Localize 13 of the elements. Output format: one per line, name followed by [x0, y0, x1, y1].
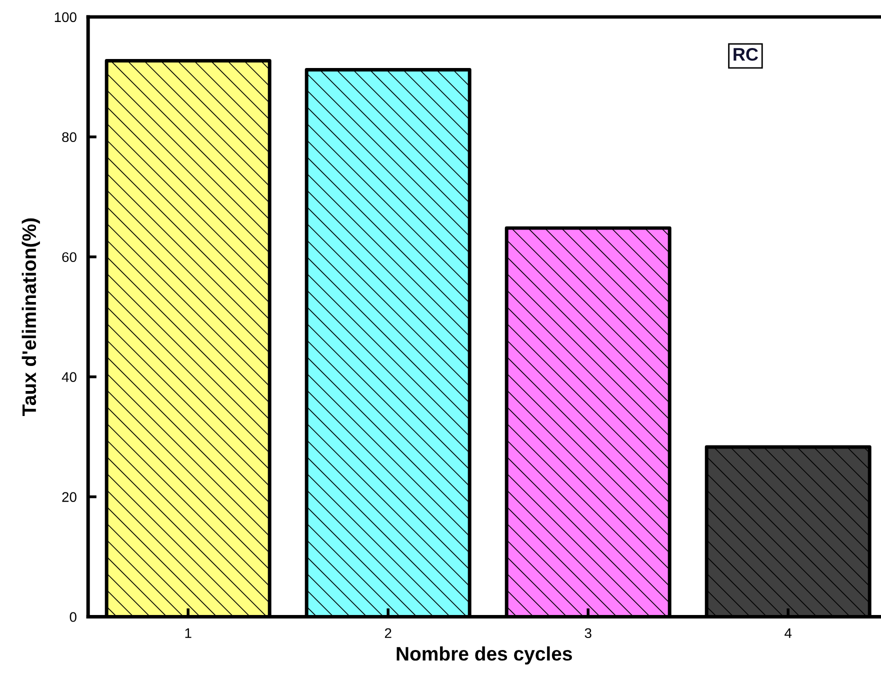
y-tick-label: 40 — [62, 372, 76, 382]
x-axis-title: Nombre des cycles — [396, 646, 572, 664]
x-tick-label: 2 — [384, 628, 392, 638]
y-tick-label: 0 — [70, 612, 76, 622]
annotation: RC — [734, 48, 758, 61]
y-axis-title: Taux d'elimination(%) — [22, 218, 40, 416]
x-tick-label: 3 — [584, 628, 592, 638]
y-tick-label: 100 — [54, 12, 76, 22]
x-tick-label: 4 — [784, 628, 792, 638]
y-tick-label: 60 — [62, 252, 76, 262]
y-tick-label: 80 — [62, 132, 76, 142]
x-tick-label: 1 — [185, 628, 192, 638]
y-tick-label: 20 — [62, 492, 76, 502]
